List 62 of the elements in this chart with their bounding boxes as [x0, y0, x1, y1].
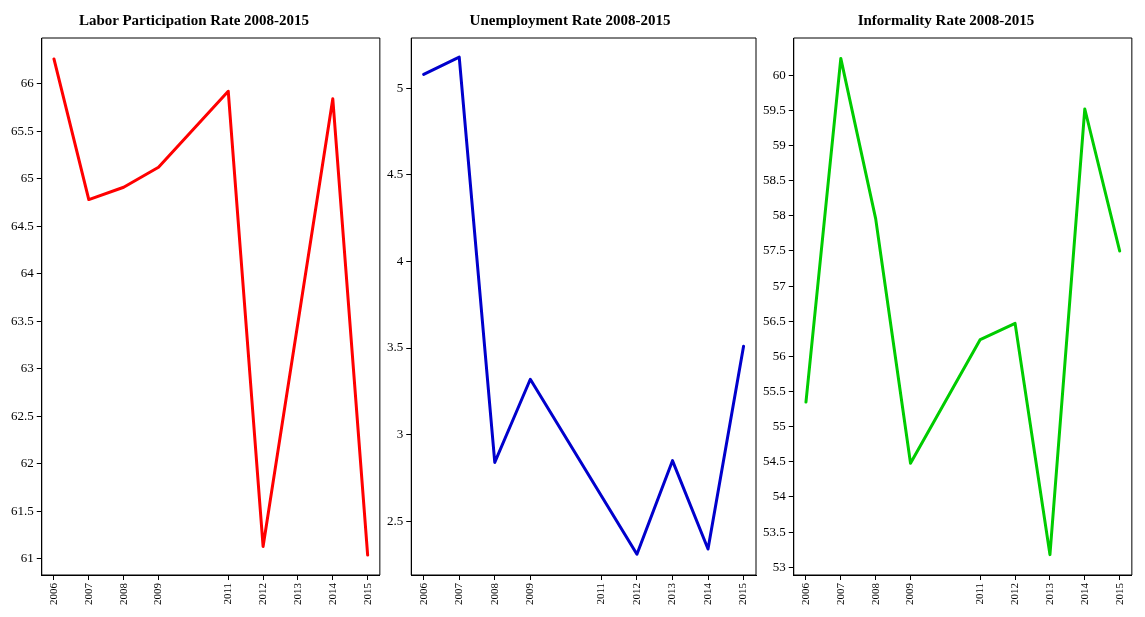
y-tick-label: 58.5: [763, 172, 786, 188]
x-tick-label: 2014: [1077, 582, 1090, 605]
chart-title: Labor Participation Rate 2008-2015: [78, 11, 310, 28]
x-tick-label: 2006: [798, 582, 811, 605]
y-tick-label: 57: [772, 277, 787, 293]
x-tick-label: 2015: [1112, 582, 1125, 605]
x-tick-label: 2011: [973, 583, 986, 605]
y-tick-label: 63: [20, 360, 34, 376]
y-tick-label: 2.5: [387, 512, 404, 528]
x-tick-label: 2008: [116, 582, 129, 605]
y-tick-label: 4.5: [387, 166, 404, 182]
x-tick-label: 2008: [487, 582, 500, 605]
y-tick-label: 64: [20, 265, 35, 281]
x-tick-label: 2007: [833, 582, 846, 605]
y-tick-label: 59.5: [763, 101, 786, 117]
y-tick-label: 55.5: [763, 382, 786, 398]
x-tick-label: 2007: [452, 582, 465, 605]
y-tick-label: 4: [396, 252, 404, 268]
y-tick-label: 64.5: [11, 217, 34, 233]
y-tick-label: 59: [772, 136, 786, 152]
y-tick-label: 61.5: [11, 502, 34, 518]
y-tick-label: 54.5: [763, 453, 786, 469]
y-tick-label: 63.5: [11, 312, 34, 328]
x-tick-label: 2014: [700, 582, 713, 605]
y-tick-label: 62: [20, 455, 34, 471]
y-tick-label: 58: [772, 207, 786, 223]
chart-title: Unemployment Rate 2008-2015: [469, 11, 671, 28]
x-tick-label: 2013: [290, 582, 303, 605]
x-tick-label: 2014: [325, 582, 338, 605]
y-tick-label: 65: [20, 170, 34, 186]
x-tick-label: 2006: [46, 582, 59, 605]
x-tick-label: 2012: [1007, 583, 1020, 605]
x-tick-label: 2015: [360, 582, 373, 605]
y-tick-label: 3.5: [387, 339, 404, 355]
x-tick-label: 2009: [903, 582, 916, 605]
y-tick-label: 56.5: [763, 312, 786, 328]
y-tick-label: 5: [396, 79, 404, 95]
y-tick-label: 65.5: [11, 122, 34, 138]
x-tick-label: 2013: [1042, 582, 1055, 605]
x-tick-label: 2007: [81, 582, 94, 605]
y-tick-label: 56: [772, 347, 787, 363]
x-tick-label: 2012: [629, 583, 642, 605]
y-tick-label: 66: [20, 75, 35, 91]
y-tick-label: 57.5: [763, 242, 786, 258]
x-tick-label: 2013: [665, 582, 678, 605]
x-tick-label: 2009: [151, 582, 164, 605]
y-tick-label: 62.5: [11, 407, 34, 423]
x-tick-label: 2008: [868, 582, 881, 605]
x-tick-label: 2006: [416, 582, 429, 605]
y-tick-label: 61: [20, 550, 34, 566]
y-tick-label: 3: [396, 426, 404, 442]
y-tick-label: 60: [772, 66, 786, 82]
x-tick-label: 2009: [523, 582, 536, 605]
y-tick-label: 55: [772, 418, 786, 434]
y-tick-label: 53.5: [763, 523, 786, 539]
chart-title: Informality Rate 2008-2015: [857, 11, 1035, 28]
x-tick-label: 2011: [221, 583, 234, 605]
y-tick-label: 54: [772, 488, 787, 504]
x-tick-label: 2012: [255, 583, 268, 605]
x-tick-label: 2015: [736, 582, 749, 605]
x-tick-label: 2011: [594, 583, 607, 605]
y-tick-label: 53: [772, 558, 786, 574]
